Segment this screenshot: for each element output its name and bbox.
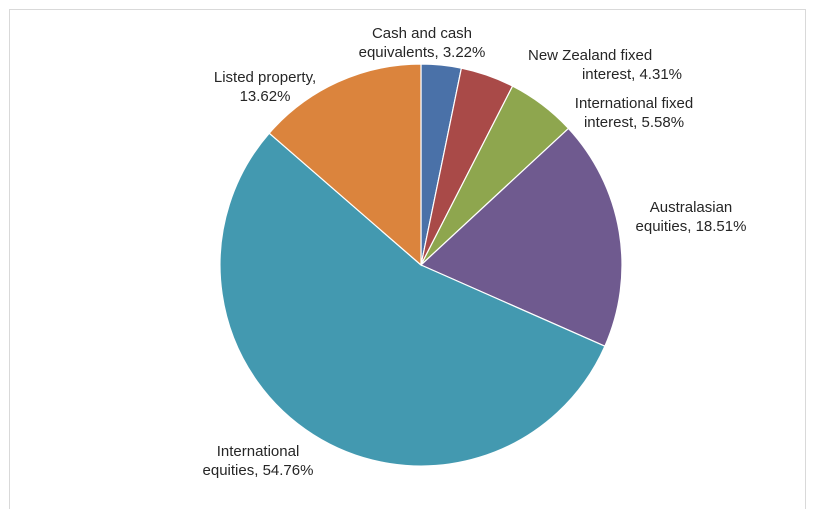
label-aus-equities-line1: Australasian (649, 199, 733, 216)
label-intl-equities-line1: International (216, 443, 300, 460)
label-cash: Cash and cash equivalents, 3.22% (347, 24, 497, 62)
label-listed-property-line2: 13.62% (239, 88, 291, 105)
pie-slice-listed-property (268, 63, 422, 267)
pie-slice-international-equities (219, 132, 606, 467)
label-intl-equities: International equities, 54.76% (188, 442, 328, 480)
pie-slices (219, 63, 623, 467)
label-intl-fixed-line1: International fixed (574, 95, 694, 112)
chart-frame (9, 9, 806, 509)
label-aus-equities: Australasian equities, 18.51% (626, 198, 756, 236)
label-nz-fixed-line2: interest, 4.31% (581, 66, 682, 83)
label-listed-property: Listed property, 13.62% (200, 68, 330, 106)
pie-slice-australasian-equities (419, 127, 623, 348)
label-intl-equities-line2: equities, 54.76% (202, 462, 314, 479)
label-intl-fixed-line2: interest, 5.58% (583, 114, 685, 131)
label-listed-property-line1: Listed property, (213, 69, 317, 86)
label-aus-equities-line2: equities, 18.51% (635, 218, 747, 235)
label-cash-line1: Cash and cash (371, 25, 473, 42)
label-nz-fixed: New Zealand fixed interest, 4.31% (528, 46, 682, 84)
label-nz-fixed-line1: New Zealand fixed (528, 47, 653, 64)
label-cash-line2: equivalents, 3.22% (358, 44, 486, 61)
label-intl-fixed: International fixed interest, 5.58% (554, 94, 714, 132)
